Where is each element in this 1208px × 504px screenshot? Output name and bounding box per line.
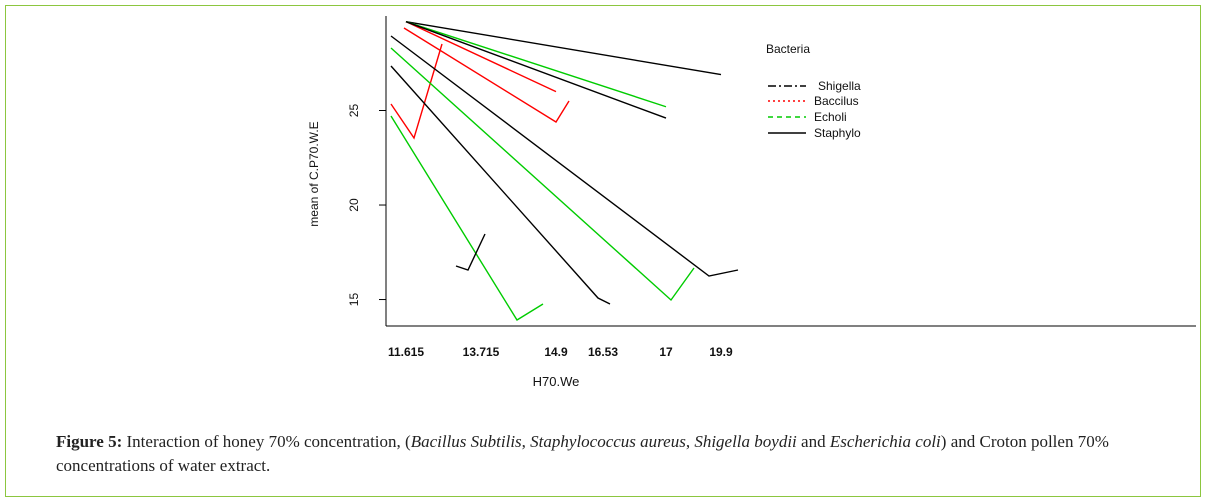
interaction-segment <box>403 27 570 123</box>
legend-label-staphylo: Staphylo <box>814 126 861 140</box>
caption-species-bacillus: Bacillus Subtilis <box>410 432 522 451</box>
interaction-segment <box>390 47 695 302</box>
series-lines <box>390 20 739 321</box>
series-line-echoli <box>405 21 667 108</box>
x-tick-label: 11.615 <box>388 345 424 359</box>
figure-frame: 11.615 13.715 14.9 16.53 17 19.9 15 20 25 H70.W… <box>5 5 1201 497</box>
caption-species-shigella: Shigella boydii <box>694 432 797 451</box>
interaction-chart: 11.615 13.715 14.9 16.53 17 19.9 15 20 25 H70.W… <box>307 16 1196 389</box>
caption-species-ecoli: Escherichia coli <box>829 432 941 451</box>
x-tick-label: 13.715 <box>463 345 500 359</box>
caption-sep-1: , <box>521 432 531 451</box>
x-axis-title: H70.We <box>533 374 580 389</box>
caption-species-staphylococcus: Staphylococcus aureus <box>530 432 686 451</box>
legend-label-baccilus: Baccilus <box>814 94 859 108</box>
x-tick-label: 17 <box>659 345 673 359</box>
interaction-segment <box>390 115 544 321</box>
legend-title: Bacteria <box>766 42 810 56</box>
interaction-segment <box>390 65 611 305</box>
y-ticks: 15 20 25 <box>347 104 386 307</box>
y-axis-title: mean of C.P70.W.E <box>307 121 321 226</box>
figure-caption: Figure 5: Interaction of honey 70% conce… <box>56 430 1196 478</box>
series-line-staphylo <box>405 21 667 119</box>
interaction-segment <box>455 233 486 271</box>
y-tick-label: 15 <box>347 293 361 307</box>
interaction-segment <box>390 43 443 140</box>
caption-sep-3: and <box>796 432 830 451</box>
y-tick-label: 20 <box>347 198 361 212</box>
x-tick-label: 16.53 <box>588 345 618 359</box>
x-ticks: 11.615 13.715 14.9 16.53 17 19.9 <box>388 345 733 359</box>
caption-figure-label: Figure 5: <box>56 432 123 451</box>
x-tick-label: 14.9 <box>544 345 568 359</box>
caption-sep-2: , <box>685 432 695 451</box>
caption-text-1: Interaction of honey 70% concentration, … <box>122 432 411 451</box>
y-tick-label: 25 <box>347 104 361 118</box>
series-line-shigella <box>405 20 722 76</box>
series-line-baccilus <box>405 21 557 93</box>
interaction-segment <box>390 35 739 277</box>
legend-label-echoli: Echoli <box>814 110 847 124</box>
legend-label-shigella: Shigella <box>818 79 861 93</box>
x-tick-label: 19.9 <box>709 345 733 359</box>
caption-text-2: ) and Croton pollen 70% concentrations o… <box>56 432 1109 475</box>
plot-area <box>385 16 1196 327</box>
